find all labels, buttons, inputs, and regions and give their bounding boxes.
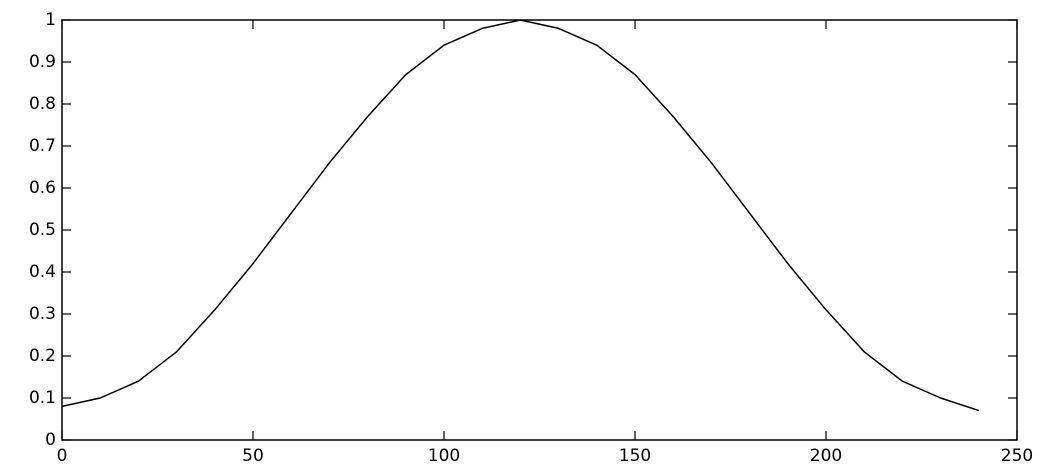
y-tick-label: 0.7 xyxy=(29,136,56,156)
y-tick-label: 0.1 xyxy=(29,388,56,408)
x-tick-label: 100 xyxy=(428,446,460,466)
y-tick-label: 0.2 xyxy=(29,346,56,366)
y-tick-label: 0.4 xyxy=(29,262,56,282)
y-tick-label: 0.8 xyxy=(29,94,56,114)
x-tick-label: 150 xyxy=(619,446,651,466)
y-tick-label: 0.9 xyxy=(29,52,56,72)
y-tick-label: 1 xyxy=(45,10,56,30)
plot-frame xyxy=(61,19,1018,441)
y-tick-label: 0.5 xyxy=(29,220,56,240)
x-tick-label: 0 xyxy=(57,446,68,466)
x-tick-label: 250 xyxy=(1001,446,1033,466)
x-tick-label: 200 xyxy=(810,446,842,466)
y-tick-label: 0.3 xyxy=(29,304,56,324)
y-tick-label: 0 xyxy=(45,430,56,450)
y-tick-label: 0.6 xyxy=(29,178,56,198)
line-series xyxy=(61,19,980,412)
x-tick-label: 50 xyxy=(242,446,264,466)
